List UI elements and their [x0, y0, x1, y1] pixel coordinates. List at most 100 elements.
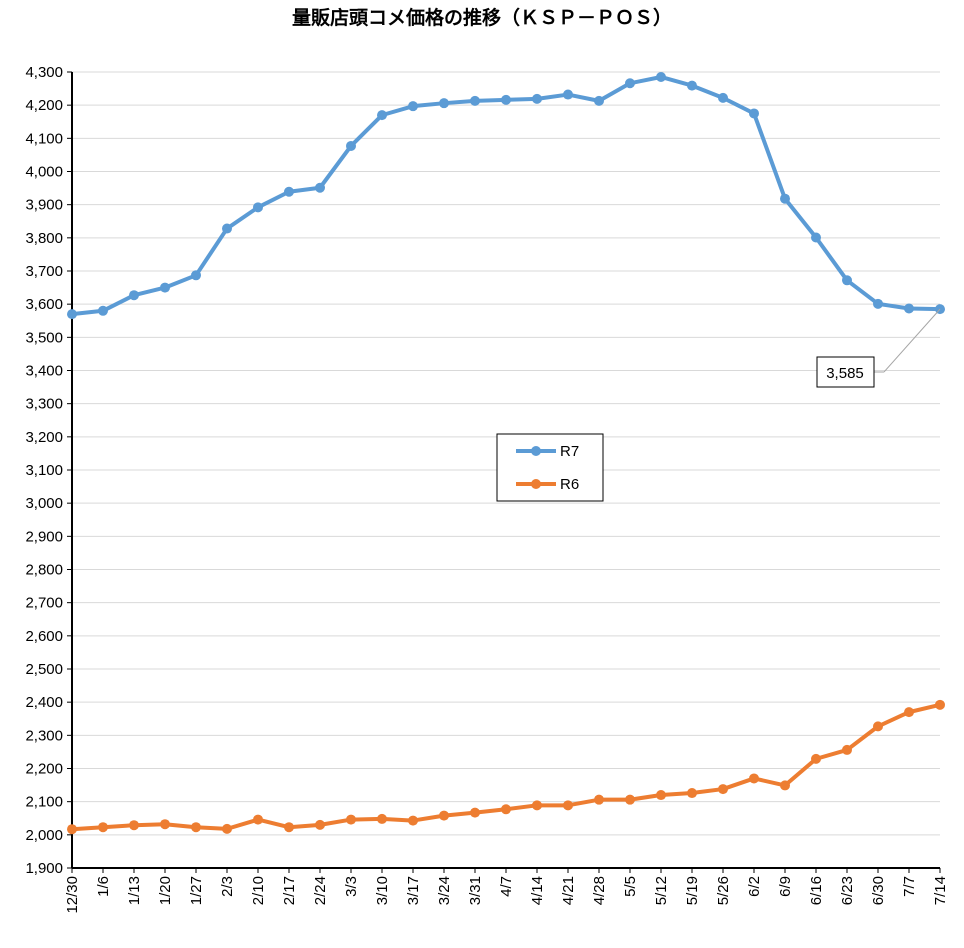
- data-point-r6: [842, 744, 852, 755]
- y-tick-label: 3,200: [25, 429, 63, 446]
- y-tick-label: 2,000: [25, 827, 63, 844]
- x-tick-label: 5/26: [715, 876, 732, 905]
- x-tick-label: 4/7: [498, 876, 515, 897]
- x-tick-label: 3/10: [374, 876, 391, 905]
- data-point-r7: [904, 303, 914, 314]
- data-point-r6: [439, 810, 449, 821]
- data-point-r6: [191, 822, 201, 833]
- x-tick-label: 12/30: [64, 876, 81, 914]
- callout-box: [816, 356, 875, 388]
- x-tick-label: 1/13: [126, 876, 143, 905]
- x-tick-label: 3/24: [436, 876, 453, 905]
- data-point-r6: [718, 784, 728, 795]
- y-tick-label: 3,300: [25, 396, 63, 413]
- y-tick-label: 3,000: [25, 495, 63, 512]
- y-tick-label: 3,400: [25, 363, 63, 380]
- y-tick-label: 3,900: [25, 197, 63, 214]
- data-point-r7: [377, 110, 387, 121]
- y-tick-label: 1,900: [25, 860, 63, 877]
- data-point-r7: [873, 298, 883, 309]
- data-point-r7: [656, 71, 666, 82]
- data-point-r7: [253, 202, 263, 213]
- x-tick-label: 3/17: [405, 876, 422, 905]
- data-point-r7: [501, 94, 511, 105]
- x-tick-label: 6/9: [777, 876, 794, 897]
- y-tick-label: 3,700: [25, 263, 63, 280]
- data-point-r6: [501, 804, 511, 815]
- data-point-r7: [191, 270, 201, 281]
- x-axis: 12/30 1/6 1/13 1/20 1/27 2/3 2/10 2/17 2/24 3/3 3/…: [64, 867, 949, 914]
- data-point-r6: [811, 753, 821, 764]
- data-point-r7: [842, 275, 852, 286]
- data-point-r7: [780, 193, 790, 204]
- data-point-r7: [67, 309, 77, 320]
- x-tick-label: 1/20: [157, 876, 174, 905]
- data-point-r7: [315, 182, 325, 193]
- x-tick-label: 3/31: [467, 876, 484, 905]
- data-point-r6: [563, 800, 573, 811]
- data-point-r6: [749, 773, 759, 784]
- legend: R7 R6: [496, 433, 604, 502]
- y-tick-label: 2,400: [25, 694, 63, 711]
- y-tick-label: 4,000: [25, 164, 63, 181]
- data-point-r6: [346, 814, 356, 825]
- x-tick-label: 2/17: [281, 876, 298, 905]
- data-point-r7: [129, 290, 139, 301]
- data-point-r6: [780, 780, 790, 791]
- data-point-r7: [811, 232, 821, 243]
- x-tick-label: 1/27: [188, 876, 205, 905]
- data-point-r6: [408, 815, 418, 826]
- data-point-r6: [594, 794, 604, 805]
- y-tick-label: 3,100: [25, 462, 63, 479]
- data-point-r7: [625, 78, 635, 89]
- y-tick-label: 4,300: [25, 64, 63, 81]
- x-tick-label: 5/5: [622, 876, 639, 897]
- series-line-r7: [70, 74, 942, 317]
- data-point-r6: [67, 824, 77, 835]
- data-point-r7: [718, 92, 728, 103]
- y-tick-label: 4,200: [25, 97, 63, 114]
- data-point-r7: [594, 95, 604, 106]
- data-point-r6: [687, 788, 697, 799]
- y-tick-label: 2,600: [25, 628, 63, 645]
- data-point-r6: [377, 813, 387, 824]
- data-point-r7: [749, 108, 759, 119]
- data-point-r6: [160, 819, 170, 830]
- x-tick-label: 4/28: [591, 876, 608, 905]
- legend-box: [496, 433, 604, 502]
- y-tick-label: 4,100: [25, 130, 63, 147]
- x-tick-label: 5/19: [684, 876, 701, 905]
- data-point-r7: [284, 186, 294, 197]
- x-tick-label: 5/12: [653, 876, 670, 905]
- y-tick-label: 2,700: [25, 595, 63, 612]
- x-tick-label: 2/24: [312, 876, 329, 905]
- data-point-r6: [935, 699, 945, 710]
- y-axis: 1,900 2,000 2,100 2,200 2,300 2,400 2,500 2,600…: [25, 64, 73, 877]
- y-tick-label: 2,100: [25, 794, 63, 811]
- y-tick-label: 3,500: [25, 329, 63, 346]
- data-point-r6: [532, 800, 542, 811]
- x-tick-label: 1/6: [95, 876, 112, 897]
- data-point-r6: [98, 822, 108, 833]
- data-point-r6: [222, 823, 232, 834]
- callout-label: 3,585: [826, 365, 864, 382]
- data-point-r6: [284, 822, 294, 833]
- y-tick-label: 2,800: [25, 562, 63, 579]
- callout-leader-line: [883, 308, 941, 373]
- data-point-r6: [873, 721, 883, 732]
- data-point-r7: [687, 80, 697, 91]
- y-tick-label: 2,900: [25, 528, 63, 545]
- data-point-r6: [253, 814, 263, 825]
- data-point-r7: [222, 223, 232, 234]
- y-tick-label: 2,200: [25, 761, 63, 778]
- data-point-r7: [563, 89, 573, 100]
- data-point-r6: [470, 807, 480, 818]
- data-point-r7: [98, 305, 108, 316]
- data-callout: 3,585: [816, 308, 941, 388]
- data-point-r7: [346, 140, 356, 151]
- x-tick-label: 7/7: [901, 876, 918, 897]
- x-tick-label: 4/14: [529, 876, 546, 905]
- legend-label-r7: R7: [560, 443, 579, 460]
- legend-label-r6: R6: [560, 476, 579, 493]
